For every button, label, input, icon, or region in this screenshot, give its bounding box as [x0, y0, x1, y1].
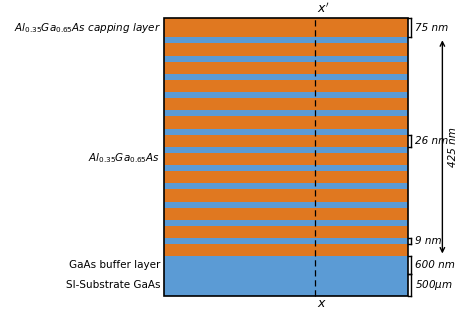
Text: 425 nm: 425 nm: [448, 127, 458, 167]
Bar: [164, 43, 408, 56]
Bar: [164, 256, 408, 274]
Text: $Al_{0.35}Ga_{0.65}$As capping layer: $Al_{0.35}Ga_{0.65}$As capping layer: [14, 21, 160, 35]
Bar: [164, 147, 408, 153]
Bar: [164, 56, 408, 61]
Text: 500$\mu$m: 500$\mu$m: [415, 278, 453, 292]
Bar: [164, 18, 408, 296]
Bar: [164, 274, 408, 296]
Bar: [164, 116, 408, 129]
Bar: [164, 244, 408, 256]
Text: SI-Substrate GaAs: SI-Substrate GaAs: [66, 280, 160, 290]
Bar: [164, 110, 408, 116]
Bar: [164, 226, 408, 238]
Bar: [164, 238, 408, 244]
Text: $Al_{0.35}Ga_{0.65}$As: $Al_{0.35}Ga_{0.65}$As: [88, 151, 160, 165]
Bar: [164, 61, 408, 74]
Bar: [164, 220, 408, 226]
Bar: [164, 153, 408, 165]
Text: 600 nm: 600 nm: [415, 260, 455, 270]
Bar: [164, 134, 408, 147]
Bar: [164, 189, 408, 202]
Bar: [164, 165, 408, 171]
Bar: [164, 37, 408, 43]
Text: 75 nm: 75 nm: [415, 22, 448, 32]
Bar: [164, 171, 408, 183]
Bar: [164, 18, 408, 37]
Text: GaAs buffer layer: GaAs buffer layer: [69, 260, 160, 270]
Bar: [164, 80, 408, 92]
Bar: [164, 92, 408, 98]
Text: $x$: $x$: [317, 297, 327, 310]
Text: $x'$: $x'$: [317, 2, 329, 16]
Bar: [164, 207, 408, 220]
Bar: [164, 183, 408, 189]
Bar: [164, 202, 408, 207]
Bar: [164, 129, 408, 134]
Bar: [164, 74, 408, 80]
Bar: [164, 98, 408, 110]
Text: 26 nm: 26 nm: [415, 136, 448, 146]
Text: 9 nm: 9 nm: [415, 236, 442, 246]
